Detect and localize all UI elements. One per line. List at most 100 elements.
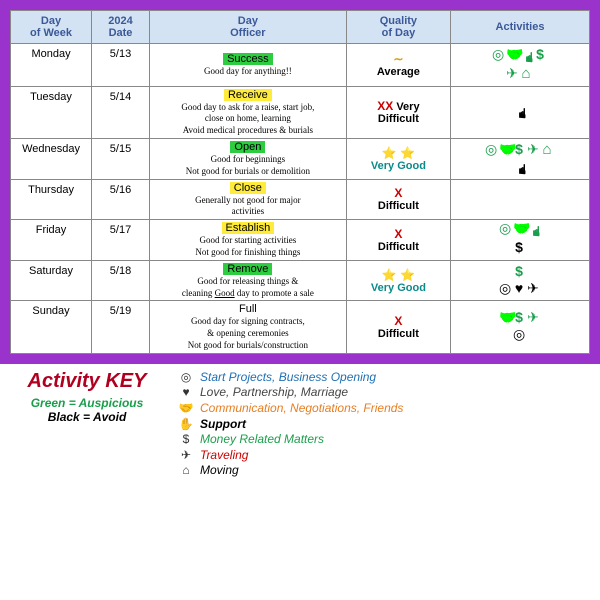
activities: ◎🤝$✈⌂☛ bbox=[451, 138, 590, 179]
plane-icon: ✈ bbox=[527, 282, 541, 299]
day-officer: FullGood day for signing contracts,& ope… bbox=[149, 301, 346, 353]
activities: $◎♥✈ bbox=[451, 260, 590, 301]
table-row: Wednesday5/15OpenGood for beginningsNot … bbox=[11, 138, 590, 179]
target-icon: ◎ bbox=[492, 48, 506, 65]
officer-desc: & opening ceremonies bbox=[153, 328, 343, 339]
key-text: Start Projects, Business Opening bbox=[200, 370, 376, 386]
header-row: Dayof Week2024DateDayOfficerQualityof Da… bbox=[11, 11, 590, 44]
key-text: Support bbox=[200, 417, 246, 433]
key-left: Activity KEY Green = Auspicious Black = … bbox=[12, 370, 162, 596]
target-icon: ◎ bbox=[485, 143, 499, 160]
key-icon: ♥ bbox=[178, 385, 194, 401]
day-of-week: Monday bbox=[11, 44, 92, 87]
officer-desc: activities bbox=[153, 206, 343, 217]
handshake-icon: 🤝 bbox=[499, 143, 513, 160]
officer-name: Close bbox=[230, 182, 266, 194]
key-right: ◎ Start Projects, Business Opening ♥ Love, … bbox=[178, 370, 588, 596]
key-icon: $ bbox=[178, 432, 194, 448]
date: 5/15 bbox=[92, 138, 150, 179]
officer-name: Receive bbox=[224, 89, 272, 101]
activity-key: Activity KEY Green = Auspicious Black = … bbox=[0, 364, 600, 600]
date: 5/16 bbox=[92, 179, 150, 220]
dollar-icon: $ bbox=[534, 46, 548, 63]
key-item: ✈Traveling bbox=[178, 448, 588, 464]
key-text: Traveling bbox=[200, 448, 248, 464]
key-item: 🤝 Communication, Negotiations, Friends bbox=[178, 401, 588, 417]
table-row: Saturday5/18RemoveGood for releasing thi… bbox=[11, 260, 590, 301]
key-text: Communication, Negotiations, Friends bbox=[200, 401, 403, 417]
day-of-week: Tuesday bbox=[11, 86, 92, 138]
day-officer: SuccessGood day for anything!! bbox=[149, 44, 346, 87]
handshake-icon: 🤝 bbox=[499, 311, 513, 328]
officer-name: Open bbox=[230, 141, 265, 153]
table-row: Monday5/13SuccessGood day for anything!!… bbox=[11, 44, 590, 87]
officer-desc: Good day for anything!! bbox=[153, 66, 343, 77]
plane-icon: ✈ bbox=[506, 67, 520, 84]
quality: XDifficult bbox=[346, 301, 450, 353]
activities: ☛ bbox=[451, 86, 590, 138]
key-item: ⌂ Moving bbox=[178, 463, 588, 479]
officer-desc: Good for starting activities bbox=[153, 235, 343, 246]
main-frame: Dayof Week2024DateDayOfficerQualityof Da… bbox=[0, 0, 600, 364]
officer-desc: cleaning Good day to promote a sale bbox=[153, 288, 343, 299]
col-header: 2024Date bbox=[92, 11, 150, 44]
table-row: Thursday5/16CloseGenerally not good for … bbox=[11, 179, 590, 220]
calendar-table: Dayof Week2024DateDayOfficerQualityof Da… bbox=[10, 10, 590, 354]
date: 5/14 bbox=[92, 86, 150, 138]
dollar-icon: $ bbox=[513, 239, 527, 256]
day-of-week: Wednesday bbox=[11, 138, 92, 179]
day-officer: CloseGenerally not good for majoractivit… bbox=[149, 179, 346, 220]
key-text: Moving bbox=[200, 463, 239, 479]
date: 5/18 bbox=[92, 260, 150, 301]
key-text: Money Related Matters bbox=[200, 432, 324, 448]
officer-desc: Generally not good for major bbox=[153, 195, 343, 206]
quality: XDifficult bbox=[346, 220, 450, 261]
target-icon: ◎ bbox=[499, 222, 513, 239]
key-icon: ✋ bbox=[178, 417, 194, 433]
key-avoid: Black = Avoid bbox=[12, 410, 162, 424]
key-item: ✋ Support bbox=[178, 417, 588, 433]
col-header: Qualityof Day bbox=[346, 11, 450, 44]
dollar-icon: $ bbox=[513, 263, 527, 280]
heart-icon: ♥ bbox=[513, 282, 527, 299]
day-of-week: Friday bbox=[11, 220, 92, 261]
col-header: DayOfficer bbox=[149, 11, 346, 44]
plane-icon: ✈ bbox=[527, 311, 541, 328]
hand-icon: ☛ bbox=[519, 49, 536, 63]
date: 5/13 bbox=[92, 44, 150, 87]
officer-desc: Good day for signing contracts, bbox=[153, 316, 343, 327]
table-row: Friday5/17 EstablishGood for starting act… bbox=[11, 220, 590, 261]
key-icon: ⌂ bbox=[178, 463, 194, 479]
officer-name: Success bbox=[223, 53, 273, 65]
key-icon: ◎ bbox=[178, 370, 194, 386]
key-title: Activity KEY bbox=[12, 370, 162, 392]
officer-desc: Avoid medical procedures & burials bbox=[153, 125, 343, 136]
day-of-week: Saturday bbox=[11, 260, 92, 301]
day-of-week: Thursday bbox=[11, 179, 92, 220]
key-item: ◎ Start Projects, Business Opening bbox=[178, 370, 588, 386]
house-icon: ⌂ bbox=[541, 141, 555, 159]
key-item: ♥ Love, Partnership, Marriage bbox=[178, 385, 588, 401]
officer-desc: Good for beginnings bbox=[153, 154, 343, 165]
quality: ⭐ ⭐Very Good bbox=[346, 138, 450, 179]
date: 5/19 bbox=[92, 301, 150, 353]
plane-icon: ✈ bbox=[527, 143, 541, 160]
hand-icon: ☛ bbox=[512, 161, 529, 175]
hand-icon: ☛ bbox=[526, 224, 543, 238]
activities: 🤝$✈◎ bbox=[451, 301, 590, 353]
activities: ◎🤝☛$✈⌂ bbox=[451, 44, 590, 87]
officer-name: Establish bbox=[222, 222, 275, 234]
officer-desc: Good for releasing things & bbox=[153, 276, 343, 287]
key-icon: 🤝 bbox=[178, 401, 194, 417]
day-of-week: Sunday bbox=[11, 301, 92, 353]
col-header: Activities bbox=[451, 11, 590, 44]
key-text: Love, Partnership, Marriage bbox=[200, 385, 348, 401]
col-header: Dayof Week bbox=[11, 11, 92, 44]
table-row: Sunday5/19FullGood day for signing contr… bbox=[11, 301, 590, 353]
officer-name: Full bbox=[235, 303, 261, 315]
calendar-table-wrap: Dayof Week2024DateDayOfficerQualityof Da… bbox=[10, 10, 590, 354]
hand-icon: ☛ bbox=[512, 105, 529, 119]
table-row: Tuesday5/14ReceiveGood day to ask for a … bbox=[11, 86, 590, 138]
house-icon: ⌂ bbox=[520, 65, 534, 83]
date: 5/17 bbox=[92, 220, 150, 261]
